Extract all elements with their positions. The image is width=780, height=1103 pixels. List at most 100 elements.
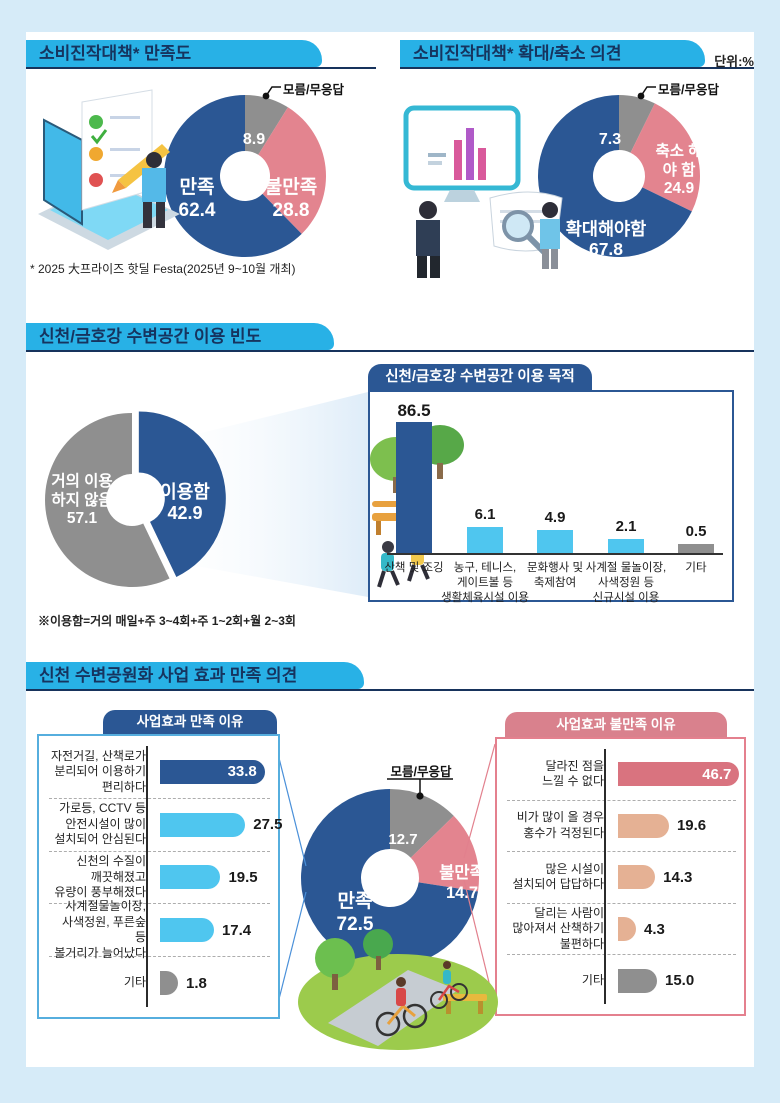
reason-value: 15.0 [665,972,695,990]
reason-label: 달리는 사람이 많아져서 산책하기 불편하다 [512,905,604,951]
reason-label: 많은 시설이 설치되어 답답하다 [512,861,604,892]
reason-bar [160,971,178,996]
purpose-bar [467,526,503,553]
reason-bar-zone: 15.0 [613,968,736,993]
riverside-usage-donut: 이용함 42.9 거의 이용하지 않음 57.1 [45,411,226,587]
segment-label-unknown-value: 8.9 [242,130,266,148]
segment-label-dissatisfied: 불만족 28.8 [264,177,318,221]
reason-value: 1.8 [186,974,207,992]
purpose-value: 86.5 [397,401,431,421]
segment-label-satisfied-2: 만족 72.5 [336,891,374,935]
section4-rule [26,689,754,691]
reason-bar-zone: 19.5 [155,865,270,890]
reason-label: 자전거길, 산책로가 분리되어 이용하기 편리하다 [51,748,146,794]
reason-value: 46.7 [702,765,732,783]
satisfied-reasons-box: 자전거길, 산책로가 분리되어 이용하기 편리하다 33.8 가로등, CCTV 등… [37,734,282,1019]
purpose-box: 86.5 산책 및 조깅 6.1 농구, 테니스, 게이트볼 등 생활체육시설 이용 4… [368,390,734,604]
dissatisfied-bar-chart: 달라진 점을 느낄 수 없다 46.7 비가 많이 올 경우 홍수가 걱정된다 19.… [507,749,740,1006]
stimulus-expand-donut: 확대해야함 67.8 축소 해야 함 24.9 7.3 [537,95,703,259]
reason-value: 33.8 [227,763,257,781]
reason-row: 신천의 수질이 깨끗해졌고 유량이 풍부해졌다 19.5 [49,852,270,905]
reason-row: 자전거길, 산책로가 분리되어 이용하기 편리하다 33.8 [49,746,270,799]
project-effect-donut-svg [301,789,480,967]
reason-bar [160,812,246,837]
section1-rule [26,67,376,69]
park-cyclists-illustration [298,929,498,1050]
section3-rule [26,350,754,352]
donut-segment [245,95,288,155]
callout-unknown-3: 모름/무응답 [390,765,452,779]
reason-label: 비가 많이 올 경우 홍수가 걱정된다 [516,810,604,840]
section1-footnote: * 2025 大프라이즈 핫딜 Festa(2025년 9~10월 개최) [30,262,296,276]
reason-bar [618,865,656,890]
reason-bar-zone: 4.3 [613,917,736,942]
x-axis-line [387,553,723,555]
reason-bar: 46.7 [618,762,740,787]
reason-bar [160,918,214,943]
satisfied-reasons-title: 사업효과 만족 이유 [103,710,277,734]
reason-value: 19.6 [676,817,707,835]
donut-segment [537,95,692,257]
dissatisfied-axis-line [604,749,606,1004]
segment-label-rarely-use: 거의 이용하지 않음 57.1 [51,473,113,527]
segment-label-dissatisfied-2: 불만족 14.7 [439,864,485,902]
donut-segment [45,413,170,587]
reason-bar-zone: 27.5 [155,812,283,837]
purpose-bar [608,538,644,553]
reason-bar-zone: 14.3 [613,865,736,890]
callout-unknown-1: 모름/무응답 [283,83,344,97]
reason-label: 가로등, CCTV 등 안전시설이 많이 설치되어 안심된다 [54,801,146,847]
purpose-value: 4.9 [544,509,566,527]
segment-label-reduce: 축소 해야 함 24.9 [655,143,703,197]
purpose-category: 산책 및 조깅 [384,562,444,574]
callout-unknown-2: 모름/무응답 [658,83,719,97]
dissatisfied-reasons-box: 달라진 점을 느낄 수 없다 46.7 비가 많이 올 경우 홍수가 걱정된다 19.… [495,737,746,1016]
donut-segment [630,103,701,212]
reason-row: 기타 15.0 [507,955,736,1006]
satisfied-axis-line [146,746,148,1007]
section3-title: 신천/금호강 수변공간 이용 빈도 [26,323,334,350]
reason-label: 기타 [123,975,146,990]
reason-value: 27.5 [253,816,283,834]
reason-bar: 33.8 [160,759,265,784]
reason-row: 달라진 점을 느낄 수 없다 46.7 [507,749,740,801]
reason-label: 기타 [581,972,604,987]
purpose-box-title: 신천/금호강 수변공간 이용 목적 [368,364,592,390]
project-effect-donut: 만족 72.5 불만족 14.7 12.7 [301,789,485,967]
reason-row: 사계절물놀이장, 사색정원, 푸른숲 등 볼거리가 늘어났다 17.4 [49,899,270,960]
reason-row: 비가 많이 올 경우 홍수가 걱정된다 19.6 [507,801,736,853]
purpose-bar [678,543,714,553]
reason-row: 가로등, CCTV 등 안전시설이 많이 설치되어 안심된다 27.5 [49,799,282,852]
segment-label-expand: 확대해야함 67.8 [565,218,647,260]
purpose-category: 문화행사 및 축제참여 [526,562,584,589]
reason-row: 달리는 사람이 많아져서 산책하기 불편하다 4.3 [507,904,736,956]
donut-segment [619,95,655,153]
reason-value: 17.4 [221,921,252,939]
reason-label: 달라진 점을 느낄 수 없다 [542,758,604,789]
reason-bar-zone: 1.8 [155,971,270,996]
reason-row: 많은 시설이 설치되어 답답하다 14.3 [507,852,736,904]
section4-title: 신천 수변공원화 사업 효과 만족 의견 [26,662,364,689]
reason-bar [618,968,657,993]
unit-label: 단위:% [714,54,754,69]
reason-label: 사계절물놀이장, 사색정원, 푸른숲 등 볼거리가 늘어났다 [54,899,146,960]
survey-checklist-illustration [38,89,180,250]
section3-footnote: ※이용함=거의 매일+주 3~4회+주 1~2회+월 2~3회 [38,614,296,628]
dissatisfied-reasons-title: 사업효과 불만족 이유 [505,712,727,737]
donut-segment [390,789,454,858]
section2-rule [400,67,754,69]
donut-segment [258,107,327,234]
reason-bar-zone: 33.8 [155,759,270,784]
purpose-bar [537,530,573,553]
purpose-category: 농구, 테니스, 게이트볼 등 생활체육시설 이용 [441,562,529,604]
segment-label-unknown-value-2: 7.3 [598,130,622,148]
satisfied-bar-chart: 자전거길, 산책로가 분리되어 이용하기 편리하다 33.8 가로등, CCTV 등… [49,746,282,1009]
purpose-bar [396,422,432,553]
section1-title: 소비진작대책* 만족도 [26,40,322,67]
donut-segment [410,815,480,892]
reason-bar-zone: 46.7 [613,762,740,787]
stimulus-satisfaction-donut: 만족 62.4 불만족 28.8 8.9 [164,95,327,257]
purpose-category: 사계절 물놀이장, 사색정원 등 신규시설 이용 [585,562,667,604]
donut-segment [301,789,478,967]
